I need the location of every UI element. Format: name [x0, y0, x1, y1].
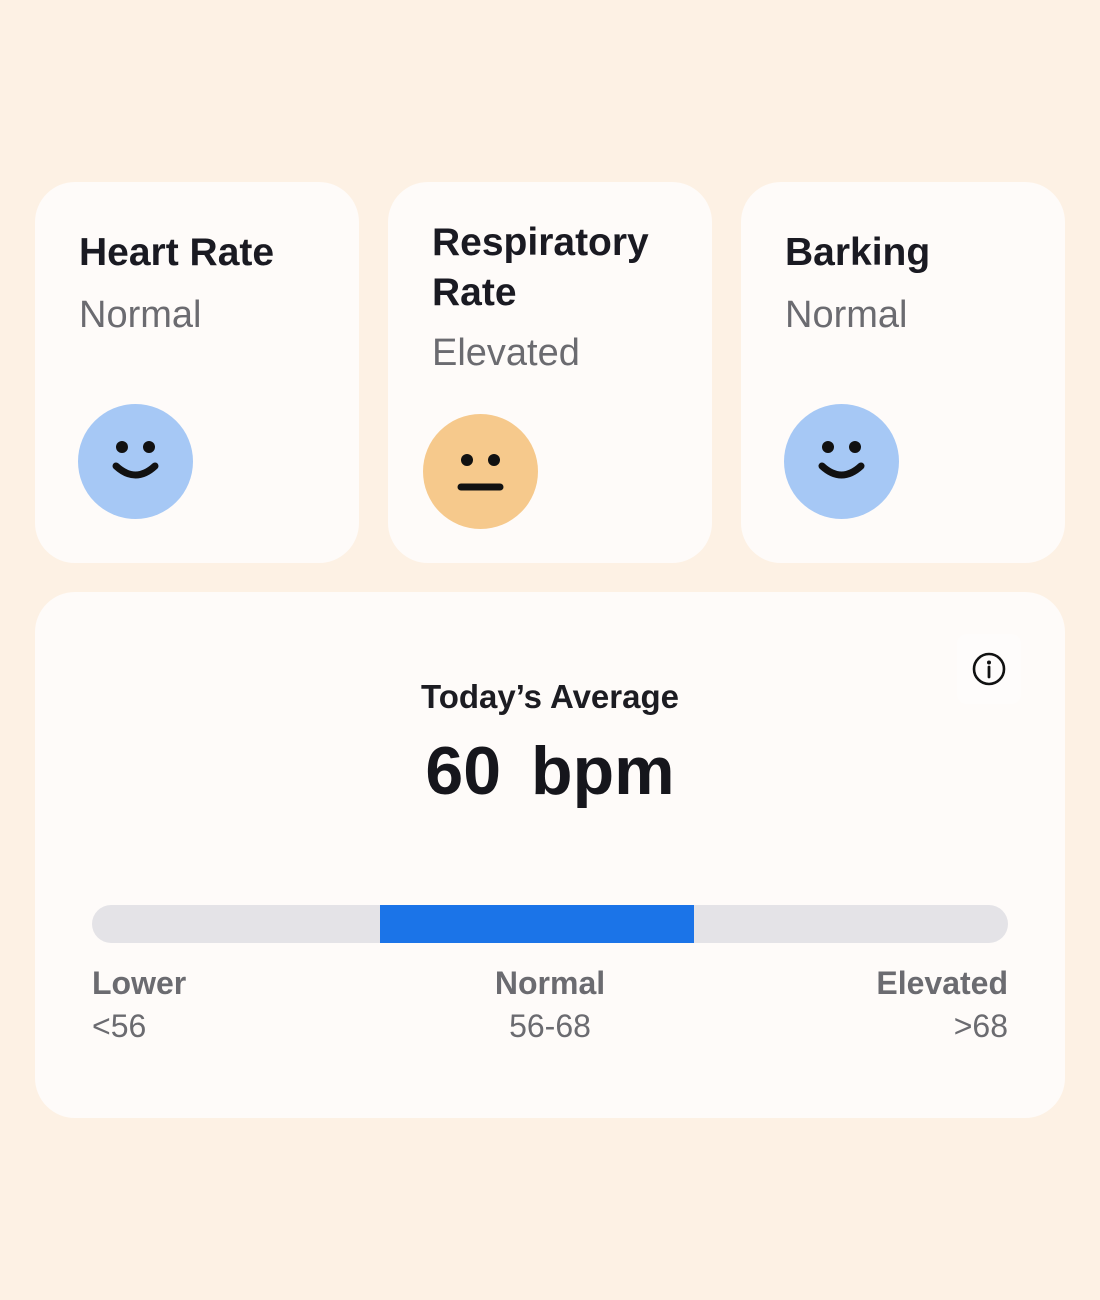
- respiratory-rate-card[interactable]: Respiratory Rate Elevated: [388, 182, 712, 563]
- range-elevated: Elevated >68: [876, 962, 1008, 1048]
- average-number: 60: [425, 733, 502, 809]
- average-label: Today’s Average: [421, 678, 679, 715]
- normal-range-segment: [379, 905, 694, 943]
- barking-card[interactable]: Barking Normal: [741, 182, 1065, 563]
- card-title: Heart Rate: [79, 231, 275, 274]
- status-cards: Heart Rate Normal Respiratory Rate Eleva…: [35, 182, 1065, 563]
- info-button[interactable]: [957, 634, 1021, 704]
- range-lower-value: <56: [92, 1008, 147, 1044]
- smiling-face-icon: [78, 404, 193, 519]
- range-elevated-label: Elevated: [876, 965, 1008, 1001]
- heart-rate-card[interactable]: Heart Rate Normal: [35, 182, 359, 563]
- average-unit: bpm: [531, 733, 675, 809]
- card-status: Normal: [79, 294, 202, 336]
- neutral-face-icon: [423, 414, 538, 529]
- average-value: 60 bpm: [35, 732, 1065, 810]
- range-lower: Lower <56: [92, 962, 186, 1048]
- range-elevated-value: >68: [953, 1008, 1008, 1044]
- todays-average-panel: Today’s Average 60 bpm Lower <56 Normal 5…: [35, 592, 1065, 1118]
- range-legend: Lower <56 Normal 56-68 Elevated >68: [92, 962, 1008, 1052]
- info-icon: [972, 652, 1006, 686]
- range-normal-label: Normal: [494, 965, 606, 1001]
- card-title: Barking: [785, 231, 931, 274]
- card-status: Normal: [785, 294, 908, 336]
- range-normal: Normal 56-68: [495, 962, 605, 1048]
- card-status: Elevated: [432, 332, 580, 374]
- smiling-face-icon: [784, 404, 899, 519]
- card-title: Respiratory Rate: [432, 221, 649, 314]
- range-normal-value: 56-68: [509, 1008, 591, 1044]
- range-lower-label: Lower: [92, 965, 187, 1001]
- range-bar: [92, 905, 1008, 943]
